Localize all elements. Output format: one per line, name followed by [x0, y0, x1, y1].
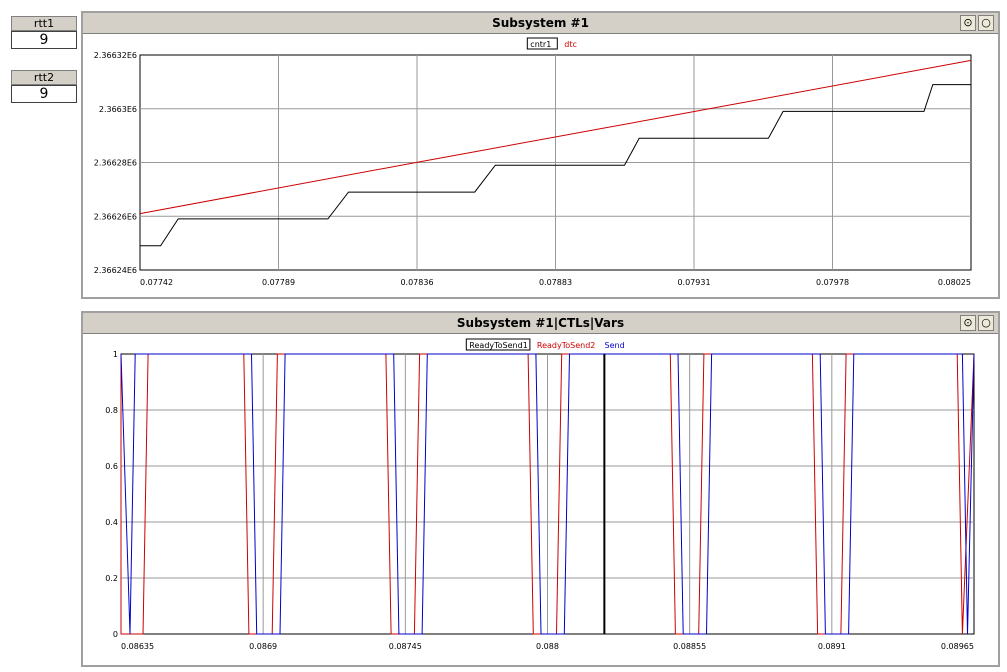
x-tick-label: 0.08635 [121, 642, 154, 651]
meter-value: 9 [11, 31, 77, 49]
y-tick-label: 0 [113, 630, 118, 639]
pin-icon[interactable]: ⊙ [960, 315, 976, 331]
y-tick-label: 1 [113, 350, 118, 359]
circle-icon[interactable]: ○ [978, 315, 994, 331]
x-tick-label: 0.07883 [539, 278, 572, 287]
x-tick-label: 0.07789 [262, 278, 295, 287]
line-chart[interactable]: 0.07742 0.07789 0.07836 0.07883 0.07931 0.079… [83, 13, 998, 297]
pin-icon[interactable]: ⊙ [960, 15, 976, 31]
x-tick-label: 0.08965 [941, 642, 974, 651]
meter-rtt2: rtt2 9 [11, 70, 77, 103]
y-tick-label: 0.8 [105, 406, 118, 415]
x-tick-label: 0.08025 [938, 278, 971, 287]
y-tick-label: 2.3663E6 [99, 105, 137, 114]
series-line-dtc [139, 59, 972, 215]
chart-panel-subsystem-1: 0.07742 0.07789 0.07836 0.07883 0.07931 0.079… [81, 11, 1000, 299]
x-tick-label: 0.07931 [677, 278, 710, 287]
x-tick-label: 0.07836 [400, 278, 433, 287]
series-line-Send [120, 353, 975, 635]
x-tick-label: 0.088 [536, 642, 559, 651]
x-tick-label: 0.0869 [249, 642, 277, 651]
legend-box [465, 338, 531, 351]
legend-item-send: Send [605, 341, 625, 350]
y-tick-label: 2.36624E6 [94, 266, 137, 275]
panel-title: Subsystem #1 [83, 13, 998, 34]
x-tick-label: 0.07742 [140, 278, 173, 287]
y-tick-label: 2.36628E6 [94, 159, 137, 168]
series-line-cntr1 [140, 84, 971, 247]
legend-item-cntr1: cntr1 [530, 40, 551, 49]
y-tick-label: 0.4 [105, 518, 118, 527]
legend-item-readytosend2: ReadyToSend2 [537, 341, 596, 350]
legend-box [526, 37, 558, 50]
legend-item-dtc: dtc [564, 40, 577, 49]
chart-panel-ctls-vars: 0.08635 0.0869 0.08745 0.088 0.08855 0.0891 0.… [81, 311, 1000, 667]
line-chart[interactable]: 0.08635 0.0869 0.08745 0.088 0.08855 0.0891 0.… [83, 313, 998, 665]
meter-label: rtt2 [11, 70, 77, 85]
x-tick-label: 0.07978 [816, 278, 849, 287]
x-tick-label: 0.0891 [818, 642, 846, 651]
meter-value: 9 [11, 85, 77, 103]
x-tick-label: 0.08745 [389, 642, 422, 651]
legend-item-readytosend1: ReadyToSend1 [469, 341, 528, 350]
circle-icon[interactable]: ○ [978, 15, 994, 31]
meter-label: rtt1 [11, 16, 77, 31]
y-tick-label: 0.6 [105, 462, 118, 471]
y-tick-label: 0.2 [105, 574, 118, 583]
meter-rtt1: rtt1 9 [11, 16, 77, 49]
x-tick-label: 0.08855 [673, 642, 706, 651]
y-tick-label: 2.36626E6 [94, 212, 137, 221]
y-tick-label: 2.36632E6 [94, 51, 137, 60]
panel-title: Subsystem #1|CTLs|Vars [83, 313, 998, 334]
